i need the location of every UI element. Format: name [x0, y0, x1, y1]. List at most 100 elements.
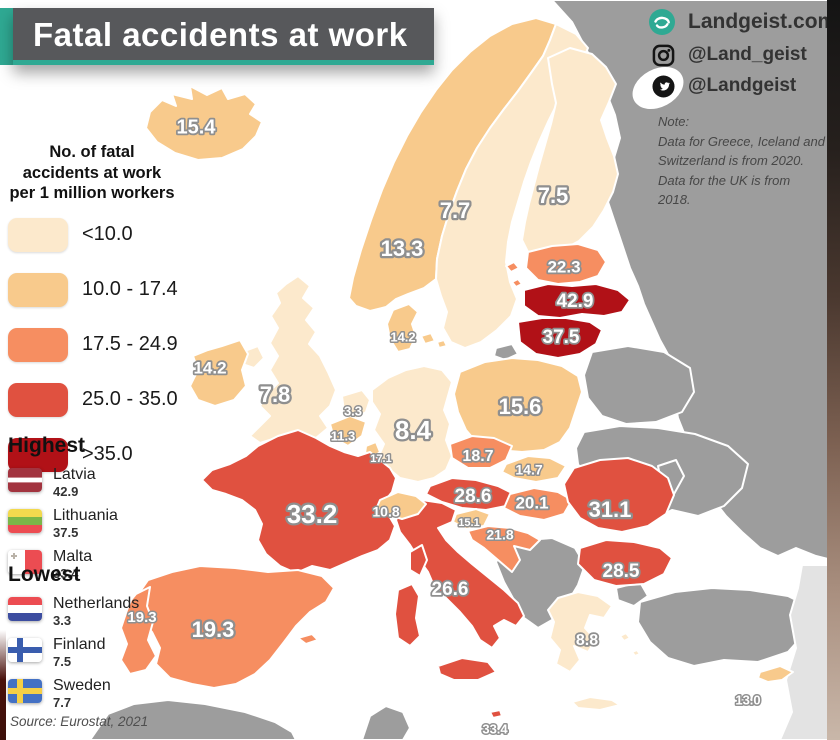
hungary-region [503, 487, 573, 521]
legend-item: 10.0 - 17.4 [0, 272, 184, 307]
twitter-handle: @Landgeist [688, 75, 797, 96]
slovakia-region [501, 455, 567, 483]
legend-item: <10.0 [0, 217, 184, 252]
denmark-region [386, 303, 448, 353]
croatia-value-label: 21.8 [486, 527, 513, 543]
ranked-country-name: Sweden [53, 677, 111, 695]
legend-swatch [8, 217, 68, 252]
ranked-country: Sweden 7.7 [8, 677, 139, 710]
lv-flag-icon [8, 468, 42, 492]
legend-swatch [8, 382, 68, 417]
slovakia-value-label: 14.7 [515, 462, 542, 478]
legend: No. of fatal accidents at work per 1 mil… [0, 142, 184, 493]
czechia-value-label: 18.7 [462, 448, 493, 465]
lowest-heading: Lowest [8, 563, 81, 586]
spain-region [297, 633, 319, 645]
ireland-value-label: 14.2 [193, 358, 226, 377]
mt-flag-icon [8, 550, 42, 575]
lithuania-value-label: 37.5 [543, 327, 580, 348]
fi-flag-icon [8, 638, 42, 663]
legend-item: 17.5 - 24.9 [0, 327, 184, 362]
russia-region [551, 0, 840, 563]
lt-flag-icon [8, 509, 42, 534]
estonia-region [525, 243, 607, 285]
portugal-region [120, 586, 157, 675]
source-credit: Source: Eurostat, 2021 [10, 714, 149, 729]
ranked-country: Finland 7.5 [8, 636, 139, 669]
iceland-region [145, 85, 263, 161]
lithuania-region [517, 317, 603, 359]
latvia-value-label: 42.9 [557, 291, 594, 312]
france-region [201, 429, 397, 574]
malta-region [489, 709, 503, 719]
switzerland-value-label: 10.8 [372, 504, 399, 520]
iceland-value-label: 15.4 [177, 116, 217, 138]
switzerland-region [376, 491, 427, 520]
caucasus-edge-region [779, 564, 840, 740]
ranked-country: Latvia 42.9 [8, 466, 118, 499]
ranked-country-value: 7.5 [53, 653, 72, 669]
kaliningrad-region [493, 343, 519, 361]
romania-region [563, 457, 675, 533]
landgeist-logo-icon [648, 8, 676, 36]
instagram-row: @Land_geist [648, 43, 836, 67]
france-value-label: 33.2 [287, 499, 338, 529]
ranked-country: Malta 33.4 [8, 548, 118, 581]
note-line: Data for the UK is from 2018. [658, 172, 791, 208]
ranked-country-name: Finland [53, 636, 106, 654]
page-title: Fatal accidents at work [13, 8, 434, 65]
poland-value-label: 15.6 [499, 394, 542, 419]
bulgaria-value-label: 28.5 [603, 561, 640, 582]
sweden-region [435, 23, 589, 349]
spain-region [135, 565, 335, 689]
netherlands-value-label: 3.3 [344, 403, 362, 418]
tunisia-region [361, 705, 411, 740]
page-edge-shadow-right [827, 0, 840, 740]
ranked-country-name: Netherlands [53, 595, 140, 612]
note-line: Data for Greece, Iceland and [658, 133, 825, 149]
legend-item: >35.0 [0, 437, 184, 472]
ranked-country: Lithuania 37.5 [8, 507, 118, 540]
germany-value-label: 8.4 [395, 415, 432, 445]
ranked-country-value: 37.5 [53, 524, 79, 540]
finland-value-label: 7.5 [538, 183, 569, 208]
denmark-value-label: 14.2 [390, 329, 415, 344]
croatia-region [467, 525, 541, 573]
ranked-country: Netherlands 3.3 [8, 595, 139, 628]
nl-flag-icon [8, 597, 42, 621]
finland-region [521, 47, 619, 257]
greece-region [547, 591, 641, 711]
norway-value-label: 13.3 [381, 236, 424, 261]
romania-value-label: 31.1 [589, 497, 632, 522]
belgium-region [329, 415, 367, 447]
note-block: Note: Data for Greece, Iceland and Switz… [658, 112, 826, 210]
belarus-region [583, 345, 695, 425]
france-region [409, 544, 428, 577]
malta-value-label: 33.4 [482, 721, 508, 736]
ireland-region [189, 339, 249, 407]
ranked-country-name: Malta [53, 548, 93, 566]
north-africa-west-region [89, 699, 297, 740]
cyprus-value-label: 13.0 [735, 692, 760, 707]
instagram-icon [651, 43, 675, 67]
social-links: Landgeist.com @Land_geist @Landgeist [648, 8, 836, 105]
website-label: Landgeist.com [688, 10, 837, 33]
cyprus-region [757, 665, 794, 683]
title-banner: Fatal accidents at work [0, 8, 434, 65]
uk-value-label: 7.8 [260, 382, 291, 407]
page-edge-shadow-left [0, 630, 6, 740]
germany-region [371, 365, 453, 483]
ranked-country-value: 42.9 [53, 483, 79, 499]
twitter-row: @Landgeist [648, 74, 836, 98]
lowest-section: Lowest Netherlands 3.3 Finland 7.5 Sweden 7.7 [8, 563, 139, 719]
greece-value-label: 8.8 [576, 632, 598, 649]
ranked-country-name: Latvia [53, 466, 96, 483]
ranked-country-value: 33.4 [53, 565, 79, 581]
highest-heading: Highest [8, 434, 86, 457]
turkey-region [637, 587, 813, 667]
twitter-icon [651, 74, 675, 98]
note-heading: Note: [658, 114, 690, 129]
legend-title: No. of fatal accidents at work per 1 mil… [9, 143, 175, 203]
bulgaria-region [577, 539, 673, 587]
